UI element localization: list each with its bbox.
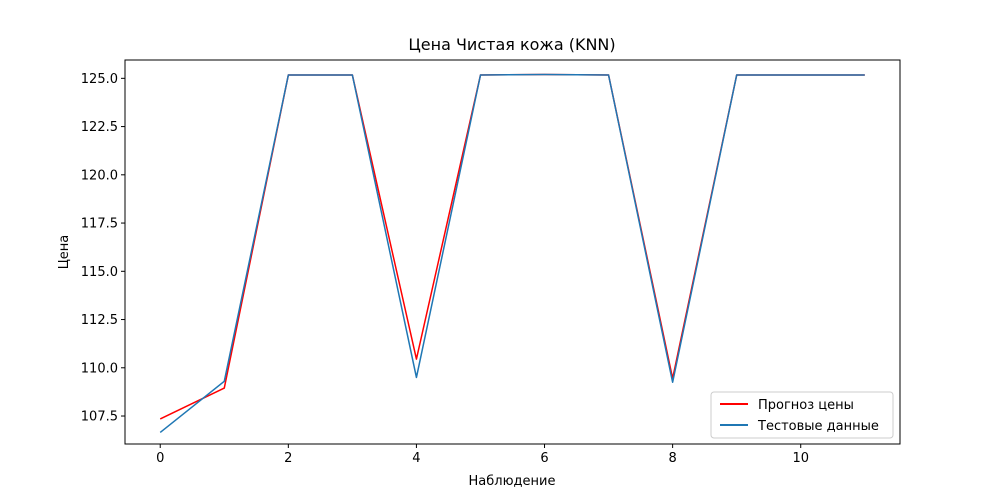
x-tick-label: 2 — [284, 451, 292, 466]
series-layer — [159, 73, 865, 434]
x-tick-label: 6 — [540, 451, 548, 466]
legend-box — [710, 391, 894, 439]
x-tick-label: 8 — [668, 451, 676, 466]
y-tick-label: 112.5 — [81, 313, 118, 328]
chart-title: Цена Чистая кожа (KNN) — [408, 35, 615, 54]
y-tick-label: 122.5 — [81, 120, 118, 135]
y-tick-label: 117.5 — [81, 217, 118, 232]
y-tick-label: 107.5 — [81, 410, 118, 425]
x-axis-label: Наблюдение — [469, 474, 556, 489]
y-tick-label: 125.0 — [81, 72, 118, 87]
x-tick-label: 0 — [156, 451, 164, 466]
y-tick-label: 110.0 — [81, 361, 118, 376]
y-tick-label: 115.0 — [81, 265, 118, 280]
y-axis-label: Цена — [57, 235, 72, 270]
plot-frame — [124, 59, 901, 445]
legend-label-forecast: Прогноз цены — [758, 398, 854, 413]
y-axis: 107.5 110.0 112.5 115.0 117.5 120.0 122.5 125.0 — [81, 72, 125, 425]
legend: Прогноз цены Тестовые данные — [710, 391, 894, 439]
x-tick-label: 4 — [412, 451, 420, 466]
legend-label-test-data: Тестовые данные — [757, 419, 879, 434]
series-line-0 — [159, 73, 865, 420]
x-tick-label: 10 — [792, 451, 809, 466]
series-line-1 — [159, 73, 865, 434]
x-axis: 0 2 4 6 8 10 — [156, 444, 809, 466]
y-tick-label: 120.0 — [81, 168, 118, 183]
